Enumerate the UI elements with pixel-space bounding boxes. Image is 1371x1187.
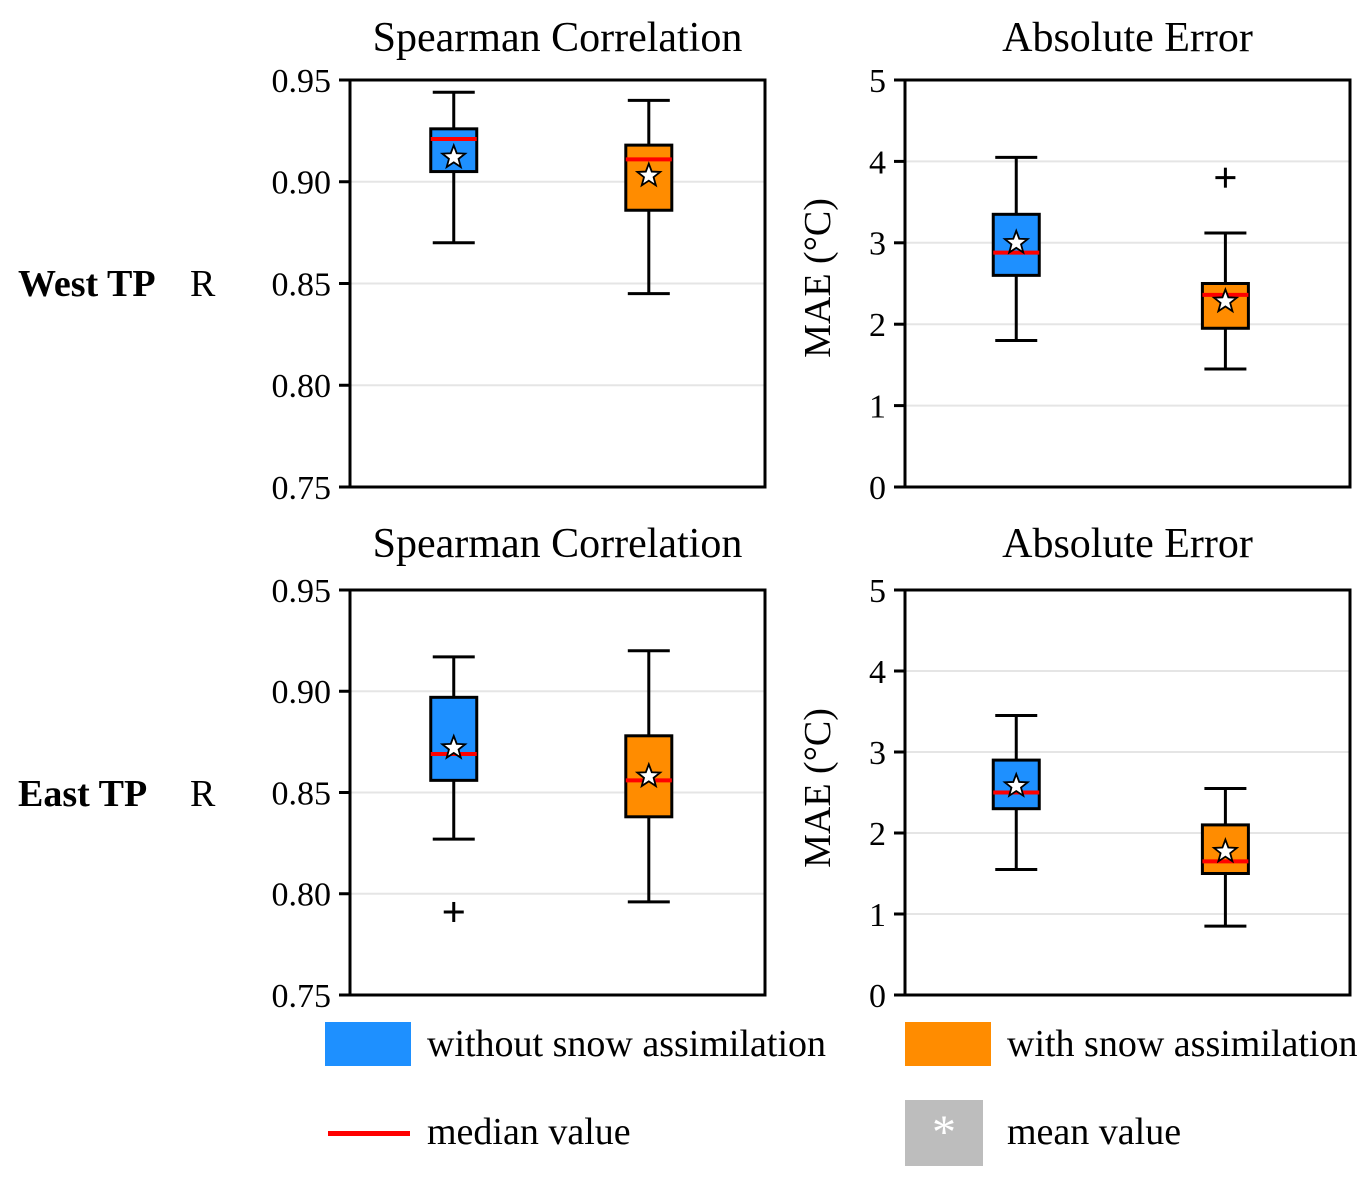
y-tick-label: 0.85 — [272, 266, 332, 303]
mean-star — [634, 761, 663, 789]
mean-star — [1002, 771, 1031, 798]
mean-star — [1211, 286, 1240, 314]
y-tick-label: 0.75 — [272, 978, 332, 1010]
y-tick-label: 0.90 — [272, 674, 332, 711]
mean-star — [439, 142, 468, 170]
y-tick-label: 0 — [869, 470, 886, 502]
mean-star — [439, 733, 468, 760]
boxplot-west-correlation: 0.75 0.80 0.85 0.90 0.95 — [272, 65, 767, 502]
y-tick-label: 0.75 — [272, 470, 332, 502]
legend-label-with: with snow assimilation — [1007, 1023, 1358, 1065]
y-tick-label: 0 — [869, 978, 886, 1010]
mean-star — [1002, 228, 1031, 255]
axes-frame — [348, 588, 767, 997]
row-label-west-tp: West TP — [18, 263, 156, 305]
mean-star — [1211, 837, 1240, 864]
panel-title-west-mae: Absolute Error — [1002, 15, 1253, 61]
y-tick-label: 0.95 — [272, 65, 332, 100]
panel-title-east-correlation: Spearman Correlation — [372, 521, 743, 567]
boxplot-west-mae: 0 1 2 3 4 5 — [869, 65, 1352, 502]
row-label-east-tp: East TP — [18, 773, 148, 815]
y-tick-label: 1 — [869, 897, 886, 934]
y-tick-label: 5 — [869, 65, 886, 100]
axes-frame — [903, 78, 1352, 489]
boxplot-east-correlation: 0.75 0.80 0.85 0.90 0.95 — [272, 575, 767, 1010]
legend-mean-star-symbol: * — [932, 1106, 956, 1159]
legend-median-line — [328, 1131, 410, 1136]
y-tick-label: 0.80 — [272, 877, 332, 914]
y-tick-label: 1 — [869, 389, 886, 426]
legend-label-mean: mean value — [1007, 1111, 1182, 1153]
axes-frame — [903, 588, 1352, 997]
panel-title-east-mae: Absolute Error — [1002, 521, 1253, 567]
y-tick-label: 3 — [869, 226, 886, 263]
y-axis-label-west-r: R — [190, 263, 216, 305]
mean-star — [634, 161, 663, 188]
legend-label-median: median value — [427, 1111, 631, 1153]
y-tick-label: 4 — [869, 654, 886, 691]
y-tick-label: 0.90 — [272, 165, 332, 202]
y-tick-label: 0.95 — [272, 575, 332, 610]
y-tick-label: 0.80 — [272, 368, 332, 405]
axes-frame — [348, 78, 767, 489]
y-tick-label: 4 — [869, 144, 886, 181]
legend-mean-swatch: * — [905, 1100, 983, 1166]
y-tick-label: 5 — [869, 575, 886, 610]
legend-label-without: without snow assimilation — [427, 1023, 826, 1065]
panel-title-west-correlation: Spearman Correlation — [372, 15, 743, 61]
y-tick-label: 0.85 — [272, 775, 332, 812]
y-tick-label: 2 — [869, 307, 886, 344]
boxplot-east-mae: 0 1 2 3 4 5 — [869, 575, 1352, 1010]
legend-swatch-without — [325, 1022, 411, 1066]
legend-swatch-with — [905, 1022, 991, 1066]
y-axis-label-east-r: R — [190, 773, 216, 815]
y-tick-label: 3 — [869, 735, 886, 772]
y-tick-label: 2 — [869, 816, 886, 853]
